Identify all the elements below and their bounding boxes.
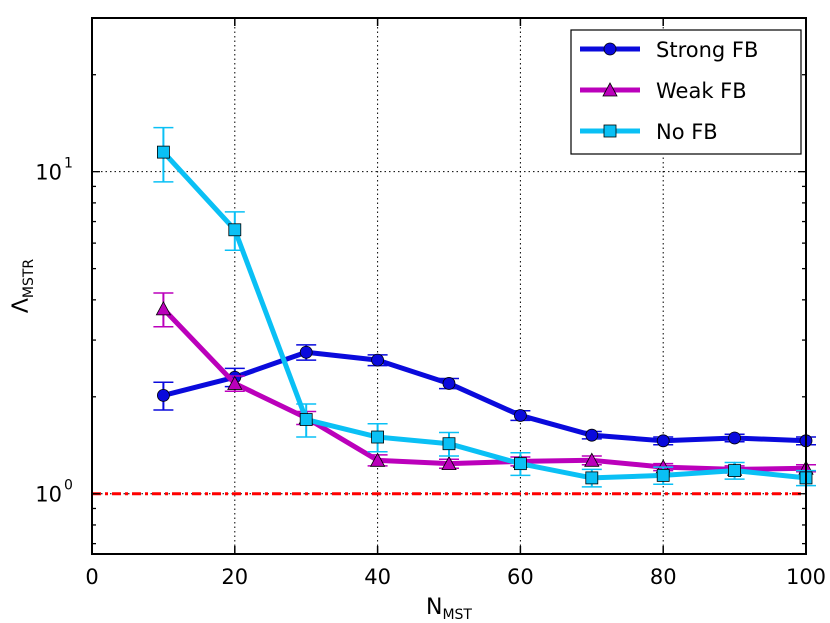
marker-weak-fb xyxy=(441,455,457,471)
x-tick-labels: 0 20 40 60 80 100 xyxy=(85,565,826,589)
marker-strong-fb xyxy=(442,377,456,390)
x-tick-label: 100 xyxy=(786,565,826,589)
marker-no-fb xyxy=(156,145,170,159)
axes-border xyxy=(91,17,807,555)
marker-no-fb xyxy=(299,413,313,426)
x-tick-label: 80 xyxy=(650,565,677,589)
y-tick-label: 10 xyxy=(35,161,62,185)
x-axis-title: NMST xyxy=(426,595,472,623)
y-tick-exponent: 1 xyxy=(64,156,73,172)
marker-weak-fb xyxy=(584,452,600,467)
y-tick-label: 10 xyxy=(35,483,62,507)
marker-no-fb xyxy=(656,469,670,482)
marker-no-fb xyxy=(228,223,242,237)
series-line-no-fb xyxy=(161,150,807,481)
marker-no-fb xyxy=(585,471,599,485)
x-tick-label: 60 xyxy=(507,565,534,589)
series-line-weak-fb xyxy=(161,307,807,472)
marker-no-fb xyxy=(728,464,741,477)
marker-strong-fb xyxy=(728,431,741,445)
marker-strong-fb xyxy=(656,434,670,448)
marker-no-fb xyxy=(442,437,456,451)
series-line-strong-fb xyxy=(162,349,807,444)
axis-ticks xyxy=(91,17,807,554)
marker-weak-fb xyxy=(227,375,243,390)
x-tick-label: 40 xyxy=(364,565,391,589)
legend-label-no-fb: No FB xyxy=(656,120,718,144)
marker-strong-fb xyxy=(514,409,527,422)
legend: Strong FB Weak FB No FB xyxy=(570,29,802,155)
x-tick-label: 20 xyxy=(221,565,248,589)
axes-frame xyxy=(91,17,807,555)
marker-weak-fb xyxy=(369,452,386,467)
y-axis-title: ΛMSTR xyxy=(9,259,37,314)
marker-weak-fb xyxy=(155,301,172,316)
legend-marker-no-fb xyxy=(603,124,617,138)
marker-strong-fb xyxy=(156,388,170,402)
marker-no-fb xyxy=(371,430,385,444)
legend-marker-strong-fb xyxy=(603,42,617,56)
marker-strong-fb xyxy=(585,428,599,442)
legend-marker-weak-fb xyxy=(602,82,618,97)
legend-label-strong-fb: Strong FB xyxy=(656,38,758,62)
marker-no-fb xyxy=(514,457,527,471)
marker-strong-fb xyxy=(299,345,313,359)
marker-strong-fb xyxy=(371,353,385,367)
legend-label-weak-fb: Weak FB xyxy=(656,79,747,103)
y-tick-exponent: 0 xyxy=(64,478,73,494)
x-tick-label: 0 xyxy=(85,565,98,589)
